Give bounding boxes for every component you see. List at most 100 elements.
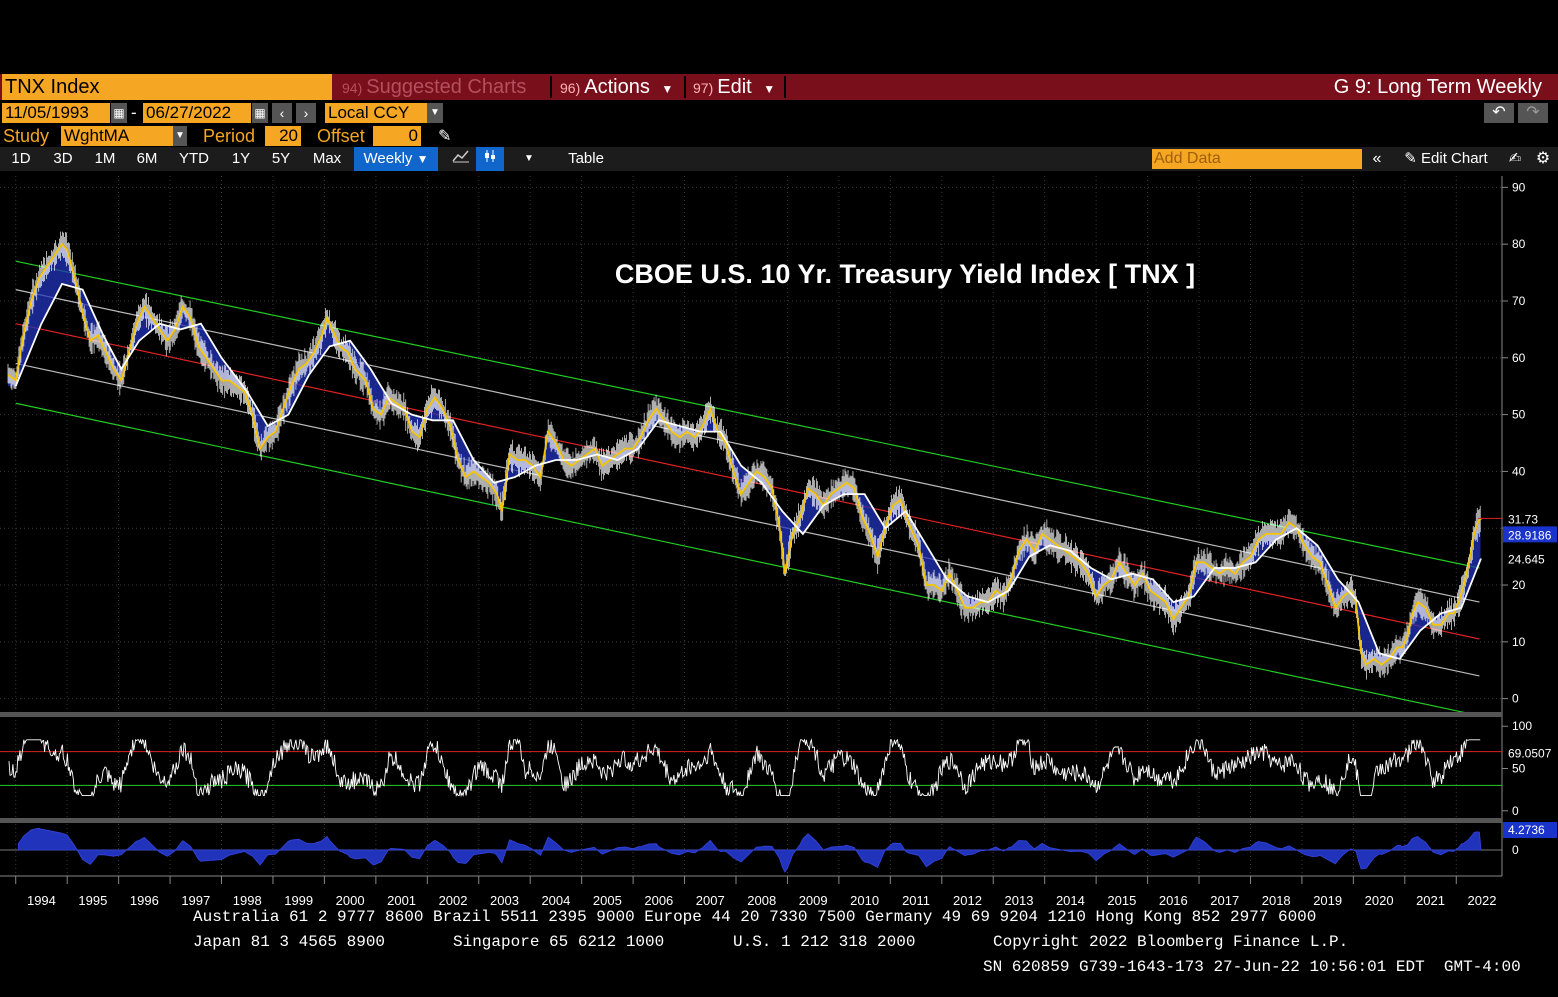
range-max[interactable]: Max (312, 150, 342, 167)
edit-chart-label: Edit Chart (1421, 150, 1488, 167)
candlestick-icon-svg (485, 150, 495, 162)
footer-copyright: Copyright 2022 Bloomberg Finance L.P. (993, 933, 1349, 951)
ticker-field[interactable]: TNX Index (2, 74, 332, 100)
previous-arrow-icon[interactable]: ‹ (272, 103, 292, 123)
end-date-input[interactable]: 06/27/2022 (143, 103, 251, 123)
add-data-input[interactable]: Add Data (1152, 149, 1362, 169)
study-label: Study (3, 126, 50, 146)
collapse-icon[interactable]: « (1372, 150, 1382, 167)
value-label: 31.73 (1508, 512, 1538, 526)
chart-canvas[interactable]: 0102030405060708090 CBOE U.S. 10 Yr. Tre… (0, 172, 1558, 910)
moving-average-line (14, 282, 1482, 660)
value-label-box (1503, 510, 1551, 527)
year-label: 2018 (1262, 893, 1291, 908)
footer-singapore: Singapore 65 6212 1000 (453, 933, 665, 951)
year-label: 2017 (1210, 893, 1239, 908)
channel-lower-green (15, 402, 1480, 717)
calendar-icon[interactable]: ▦ (111, 103, 127, 123)
frequency-select[interactable]: Weekly ▼ (354, 147, 438, 171)
actions-menu[interactable]: 96) Actions ▼ (560, 74, 673, 100)
value-label-box (1503, 550, 1551, 567)
year-label: 2016 (1159, 893, 1188, 908)
year-label: 2019 (1313, 893, 1342, 908)
menu-number: 94) (342, 80, 363, 96)
line-chart-icon[interactable] (448, 147, 474, 171)
year-label: 2020 (1365, 893, 1394, 908)
price-line (7, 242, 1482, 666)
next-arrow-icon[interactable]: › (296, 103, 316, 123)
study-select[interactable]: WghtMA (61, 126, 173, 146)
momentum-pane: 0 4.2736 (0, 822, 1557, 874)
candlestick-icon[interactable] (476, 147, 504, 171)
osc-tick-label: 0 (1512, 804, 1519, 818)
range-1m[interactable]: 1M (94, 150, 116, 167)
pane-divider[interactable] (0, 818, 1502, 823)
value-label-box (1503, 526, 1557, 543)
divider (784, 76, 786, 98)
year-label: 2022 (1468, 893, 1497, 908)
pane-divider[interactable] (0, 712, 1502, 717)
year-label: 2013 (1005, 893, 1034, 908)
edit-menu[interactable]: 97) Edit ▼ (693, 74, 775, 100)
y-tick-label: 80 (1512, 237, 1526, 251)
year-label: 2000 (336, 893, 365, 908)
chevron-down-icon[interactable]: ▼ (427, 103, 443, 123)
range-6m[interactable]: 6M (136, 150, 158, 167)
annotate-icon[interactable]: ✍ (1508, 150, 1522, 167)
osc-tick-label: 100 (1512, 719, 1532, 733)
menu-label: Actions (584, 76, 650, 98)
menu-number: 96) (560, 80, 581, 96)
year-label: 2008 (747, 893, 776, 908)
y-tick-label: 90 (1512, 180, 1526, 194)
caret-down-icon: ▼ (416, 152, 429, 166)
suggested-charts-menu[interactable]: 94) Suggested Charts (342, 74, 526, 100)
undo-icon[interactable]: ↶ (1484, 103, 1514, 123)
year-label: 2012 (953, 893, 982, 908)
year-label: 2010 (850, 893, 879, 908)
year-label: 2015 (1107, 893, 1136, 908)
start-date-input[interactable]: 11/05/1993 (2, 103, 110, 123)
y-tick-label: 10 (1512, 635, 1526, 649)
offset-input[interactable]: 0 (373, 126, 421, 146)
y-tick-label: 0 (1512, 692, 1519, 706)
momentum-tick-label: 0 (1512, 843, 1519, 857)
chart-name: G 9: Long Term Weekly (1333, 76, 1542, 98)
value-label: 28.9186 (1508, 528, 1552, 542)
channel-upper-grey (15, 289, 1480, 603)
year-label: 2011 (902, 893, 930, 908)
range-1y[interactable]: 1Y (231, 150, 251, 167)
gear-icon[interactable]: ⚙ (1535, 150, 1551, 167)
currency-select[interactable]: Local CCY (325, 103, 427, 123)
momentum-value-label: 4.2736 (1508, 823, 1545, 837)
year-label: 1994 (27, 893, 56, 908)
edit-chart-button[interactable]: ✎ Edit Chart (1394, 147, 1498, 171)
year-label: 2014 (1056, 893, 1085, 908)
chart-title: CBOE U.S. 10 Yr. Treasury Yield Index [ … (615, 259, 1195, 289)
footer-serial: SN 620859 G739-1643-173 27-Jun-22 10:56:… (983, 958, 1521, 976)
dropdown-arrow-icon: ▼ (661, 82, 674, 96)
year-label: 2003 (490, 893, 519, 908)
year-label: 2009 (799, 893, 828, 908)
range-ytd[interactable]: YTD (179, 150, 209, 167)
pencil-icon[interactable]: ✎ (438, 128, 452, 145)
range-5y[interactable]: 5Y (271, 150, 291, 167)
redo-icon[interactable]: ↷ (1518, 103, 1548, 123)
oscillator-line (8, 738, 1481, 798)
y-tick-label: 40 (1512, 464, 1526, 478)
y-tick-label: 60 (1512, 351, 1526, 365)
offset-label: Offset (317, 126, 365, 146)
year-label: 2004 (541, 893, 570, 908)
chevron-down-icon[interactable]: ▼ (173, 126, 187, 146)
period-input[interactable]: 20 (265, 126, 301, 146)
range-3d[interactable]: 3D (53, 150, 73, 167)
calendar-icon[interactable]: ▦ (252, 103, 268, 123)
y-tick-label: 50 (1512, 408, 1526, 422)
range-1d[interactable]: 1D (11, 150, 31, 167)
chart-type-dropdown-icon[interactable]: ▼ (524, 153, 534, 164)
osc-value-box (1503, 744, 1557, 761)
momentum-area (17, 827, 1482, 873)
divider (684, 76, 686, 98)
table-button[interactable]: Table (568, 150, 604, 167)
year-label: 2006 (644, 893, 673, 908)
dropdown-arrow-icon: ▼ (763, 82, 776, 96)
